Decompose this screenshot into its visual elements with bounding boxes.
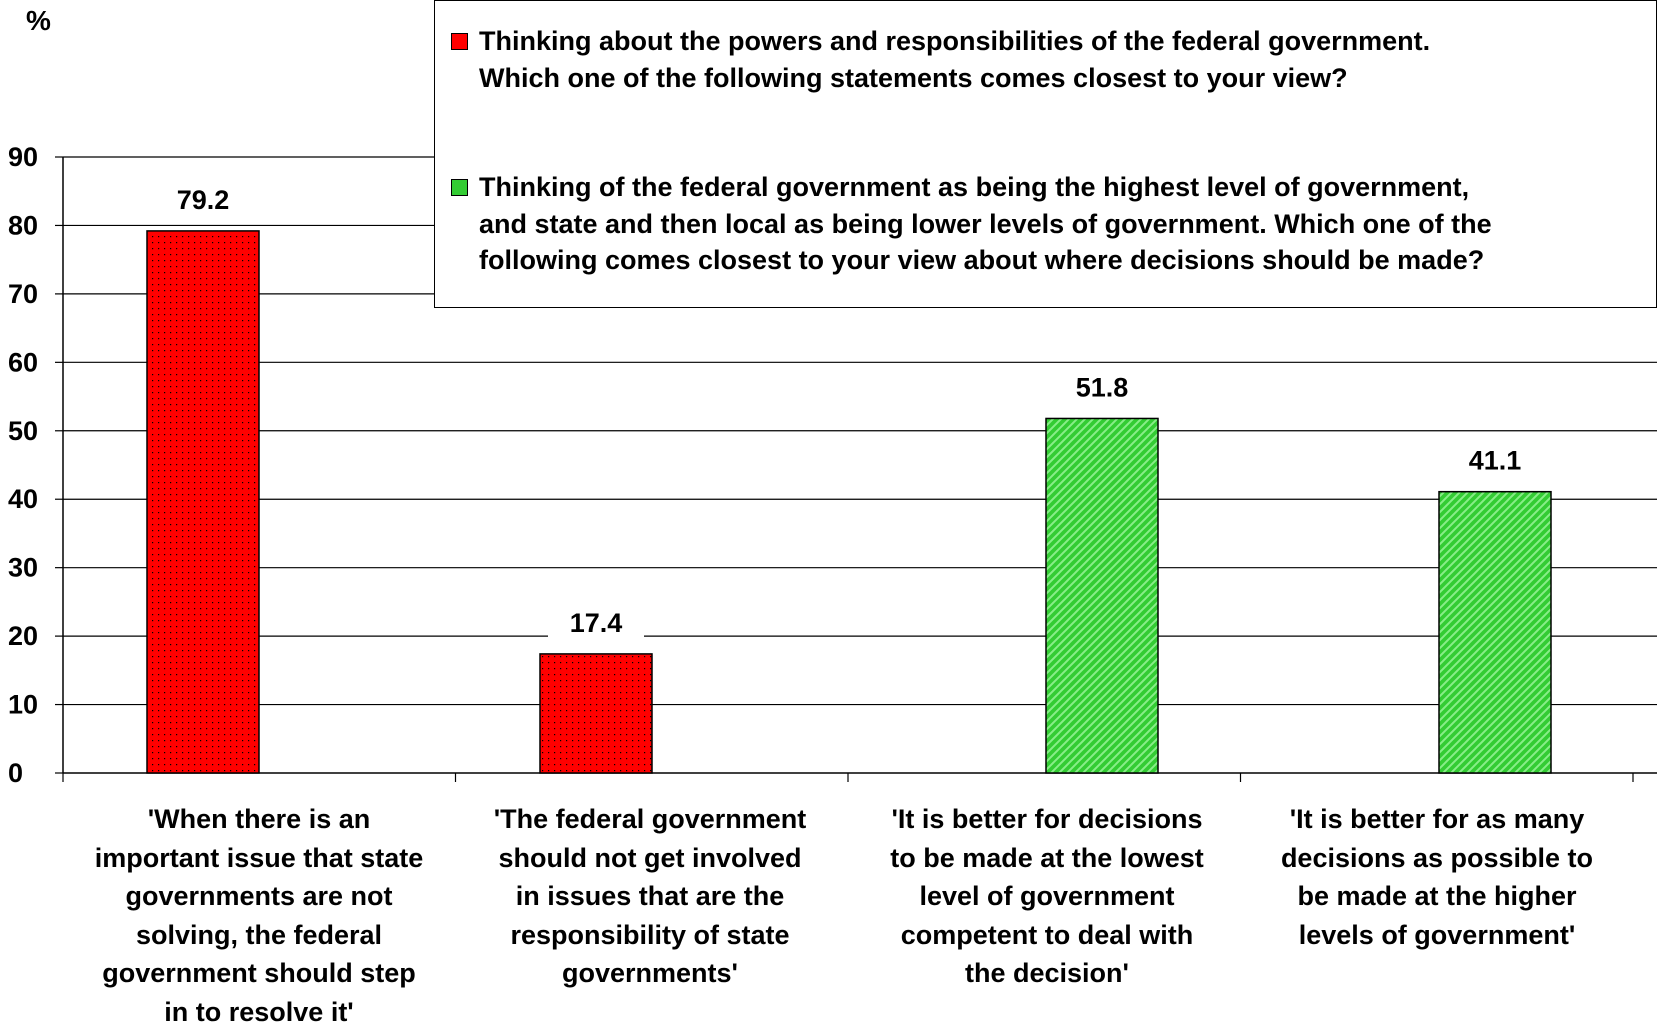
x-category-label-line: levels of government' [1298,919,1576,950]
y-tick-label: 90 [8,142,38,172]
x-category-label-line: solving, the federal [135,919,383,950]
x-category-label-line: decisions as possible to [1280,842,1594,873]
data-label-background [155,180,251,217]
x-category-label-line: governments are not [125,881,393,911]
x-category-label-line: 'It is better for decisions [891,804,1203,834]
bar-1 [146,230,260,774]
x-category-label-line: important issue that state [94,842,424,873]
y-tick-label: 70 [8,279,38,309]
data-labels: 79.2 17.4 51.8 41.1 [155,180,1543,640]
legend-label-line: and state and then local as being lower … [479,208,1492,239]
data-label-1: 79.2 [177,185,230,215]
data-label-background [548,603,644,640]
legend-swatch-green [451,179,468,196]
data-label-3: 51.8 [1076,372,1129,402]
legend: Thinking about the powers and responsibi… [434,0,1657,308]
legend-label-series-1: Thinking about the powers and responsibi… [479,23,1430,96]
x-category-label-line: the decision' [965,958,1129,988]
x-category-label-line: level of government [919,881,1175,911]
y-tick-label: 80 [8,210,38,240]
x-category-label-line: should not get involved [498,842,802,873]
x-category-label-line: responsibility of state [510,919,790,950]
legend-label-series-2: Thinking of the federal government as be… [479,169,1492,279]
y-tick-label: 10 [8,690,38,720]
bar-4 [1438,490,1552,774]
x-category-label-line: governments' [562,958,738,988]
x-category-label-line: to be made at the lowest [890,842,1204,873]
bar-3 [1045,417,1159,774]
y-tick-label: 60 [8,347,38,377]
data-label-4: 41.1 [1469,446,1522,476]
x-category-label-line: 'The federal government [493,804,807,834]
x-category-label-line: government should step [102,958,416,988]
legend-swatch-red [451,33,468,50]
y-tick-label: 50 [8,416,38,446]
x-category-label-line: 'When there is an [147,804,371,834]
x-category-label-line: in to resolve it' [164,996,354,1027]
y-tick-label: 20 [8,621,38,651]
x-category-label-2: 'The federal government should not get in… [460,800,840,993]
y-tick-label: 0 [8,758,23,788]
legend-label-line: following comes closest to your view abo… [479,245,1485,275]
data-label-background [1054,368,1150,405]
x-category-label-line: competent to deal with [900,919,1194,950]
y-tick-label: 30 [8,553,38,583]
x-category-label-line: 'It is better for as many [1289,804,1585,834]
legend-label-line: Thinking of the federal government as be… [479,172,1470,202]
x-category-label-line: be made at the higher [1297,881,1577,911]
x-category-label-line: in issues that are the [515,881,785,911]
bars [146,230,1552,774]
data-label-2: 17.4 [570,608,623,638]
axes: 0 10 20 30 40 50 60 70 80 90 [8,142,1657,788]
legend-label-line: Thinking about the powers and responsibi… [479,26,1431,56]
x-category-label-4: 'It is better for as many decisions as po… [1247,800,1627,954]
y-tick-label: 40 [8,484,38,514]
bar-2 [539,653,653,774]
x-category-label-3: 'It is better for decisions to be made at… [857,800,1237,993]
data-label-background [1447,441,1543,478]
y-axis-label: % [26,5,51,36]
legend-label-line: Which one of the following statements co… [479,62,1348,93]
x-category-label-1: 'When there is an important issue that st… [69,800,449,1031]
